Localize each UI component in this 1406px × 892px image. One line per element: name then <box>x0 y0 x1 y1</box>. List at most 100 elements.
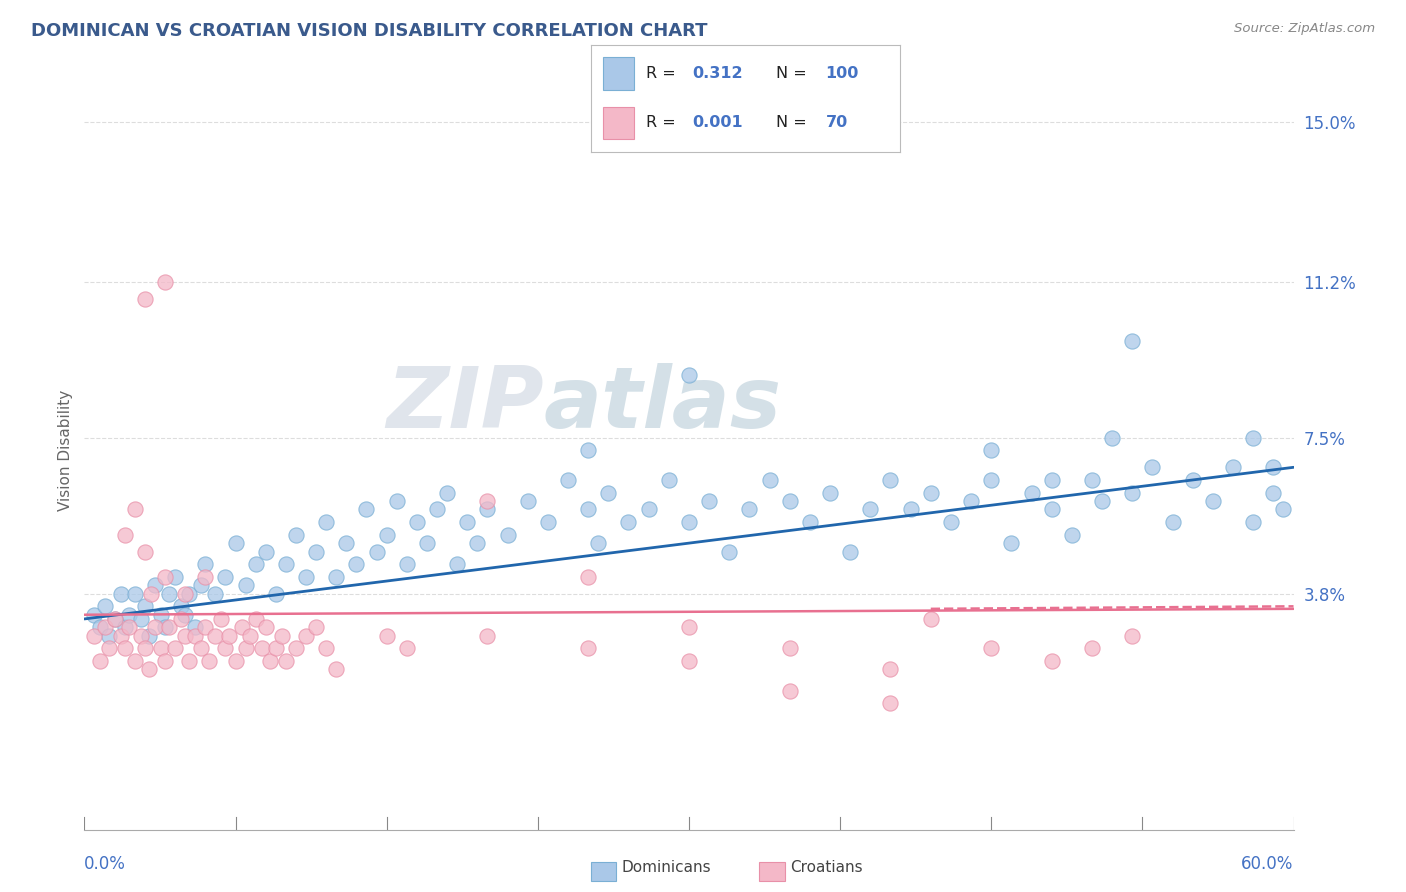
Point <box>138 629 160 643</box>
Point <box>274 654 297 668</box>
Point <box>179 654 201 668</box>
Point <box>129 629 152 643</box>
Point <box>598 485 620 500</box>
Point <box>97 629 120 643</box>
Point <box>245 557 267 572</box>
Point <box>83 607 105 622</box>
Point <box>124 587 146 601</box>
Point <box>879 663 901 677</box>
Point <box>239 629 262 643</box>
Point <box>225 536 247 550</box>
Point <box>467 536 489 550</box>
Point <box>170 599 193 614</box>
Point <box>1263 460 1285 475</box>
Point <box>179 587 201 601</box>
Point <box>1040 654 1063 668</box>
Point <box>225 654 247 668</box>
Text: 70: 70 <box>825 115 848 130</box>
Point <box>960 494 983 508</box>
Point <box>157 587 180 601</box>
Point <box>416 536 439 550</box>
Point <box>859 502 882 516</box>
Point <box>184 620 207 634</box>
Point <box>235 578 257 592</box>
Point <box>110 629 132 643</box>
Text: N =: N = <box>776 66 807 81</box>
Point <box>637 502 659 516</box>
Point <box>165 570 187 584</box>
Point <box>209 612 232 626</box>
Point <box>204 587 226 601</box>
Text: Croatians: Croatians <box>790 861 863 875</box>
Point <box>678 620 700 634</box>
Point <box>576 570 599 584</box>
Point <box>980 473 1002 487</box>
Point <box>89 654 111 668</box>
Point <box>143 620 166 634</box>
Point <box>118 620 141 634</box>
Point <box>1040 473 1063 487</box>
Point <box>104 612 127 626</box>
Point <box>436 485 458 500</box>
Text: 60.0%: 60.0% <box>1241 855 1294 873</box>
Point <box>375 629 398 643</box>
Point <box>305 544 328 558</box>
Point <box>576 443 599 458</box>
Point <box>250 641 273 656</box>
Point <box>325 663 347 677</box>
Point <box>325 570 347 584</box>
Text: DOMINICAN VS CROATIAN VISION DISABILITY CORRELATION CHART: DOMINICAN VS CROATIAN VISION DISABILITY … <box>31 22 707 40</box>
Point <box>214 570 236 584</box>
Point <box>799 515 821 529</box>
Point <box>93 620 115 634</box>
Point <box>980 443 1002 458</box>
Point <box>110 587 132 601</box>
Point <box>254 620 277 634</box>
Point <box>738 502 761 516</box>
Point <box>153 654 176 668</box>
Point <box>1121 485 1143 500</box>
Text: Dominicans: Dominicans <box>621 861 711 875</box>
FancyBboxPatch shape <box>603 107 634 139</box>
Y-axis label: Vision Disability: Vision Disability <box>58 390 73 511</box>
Point <box>477 494 499 508</box>
Point <box>779 683 801 698</box>
Point <box>537 515 560 529</box>
Point <box>129 612 152 626</box>
Point <box>149 607 172 622</box>
Point <box>295 570 318 584</box>
Point <box>89 620 111 634</box>
Point <box>426 502 449 516</box>
Point <box>375 527 398 541</box>
Point <box>1021 485 1043 500</box>
Point <box>170 612 193 626</box>
Point <box>259 654 281 668</box>
Point <box>194 620 217 634</box>
Point <box>477 502 499 516</box>
Point <box>1091 494 1114 508</box>
Point <box>93 599 115 614</box>
Point <box>1142 460 1164 475</box>
Point <box>153 620 176 634</box>
Point <box>204 629 226 643</box>
Point <box>879 696 901 710</box>
Point <box>477 629 499 643</box>
Point <box>678 654 700 668</box>
Point <box>678 368 700 382</box>
Point <box>697 494 720 508</box>
Point <box>658 473 681 487</box>
Point <box>1121 629 1143 643</box>
Point <box>264 641 287 656</box>
Point <box>153 570 176 584</box>
Point <box>1121 334 1143 348</box>
Point <box>270 629 292 643</box>
Point <box>1272 502 1295 516</box>
Point <box>245 612 267 626</box>
Point <box>174 587 197 601</box>
Point <box>1181 473 1204 487</box>
Point <box>406 515 429 529</box>
Point <box>138 663 160 677</box>
Point <box>139 587 162 601</box>
Point <box>1101 431 1123 445</box>
Point <box>124 502 146 516</box>
